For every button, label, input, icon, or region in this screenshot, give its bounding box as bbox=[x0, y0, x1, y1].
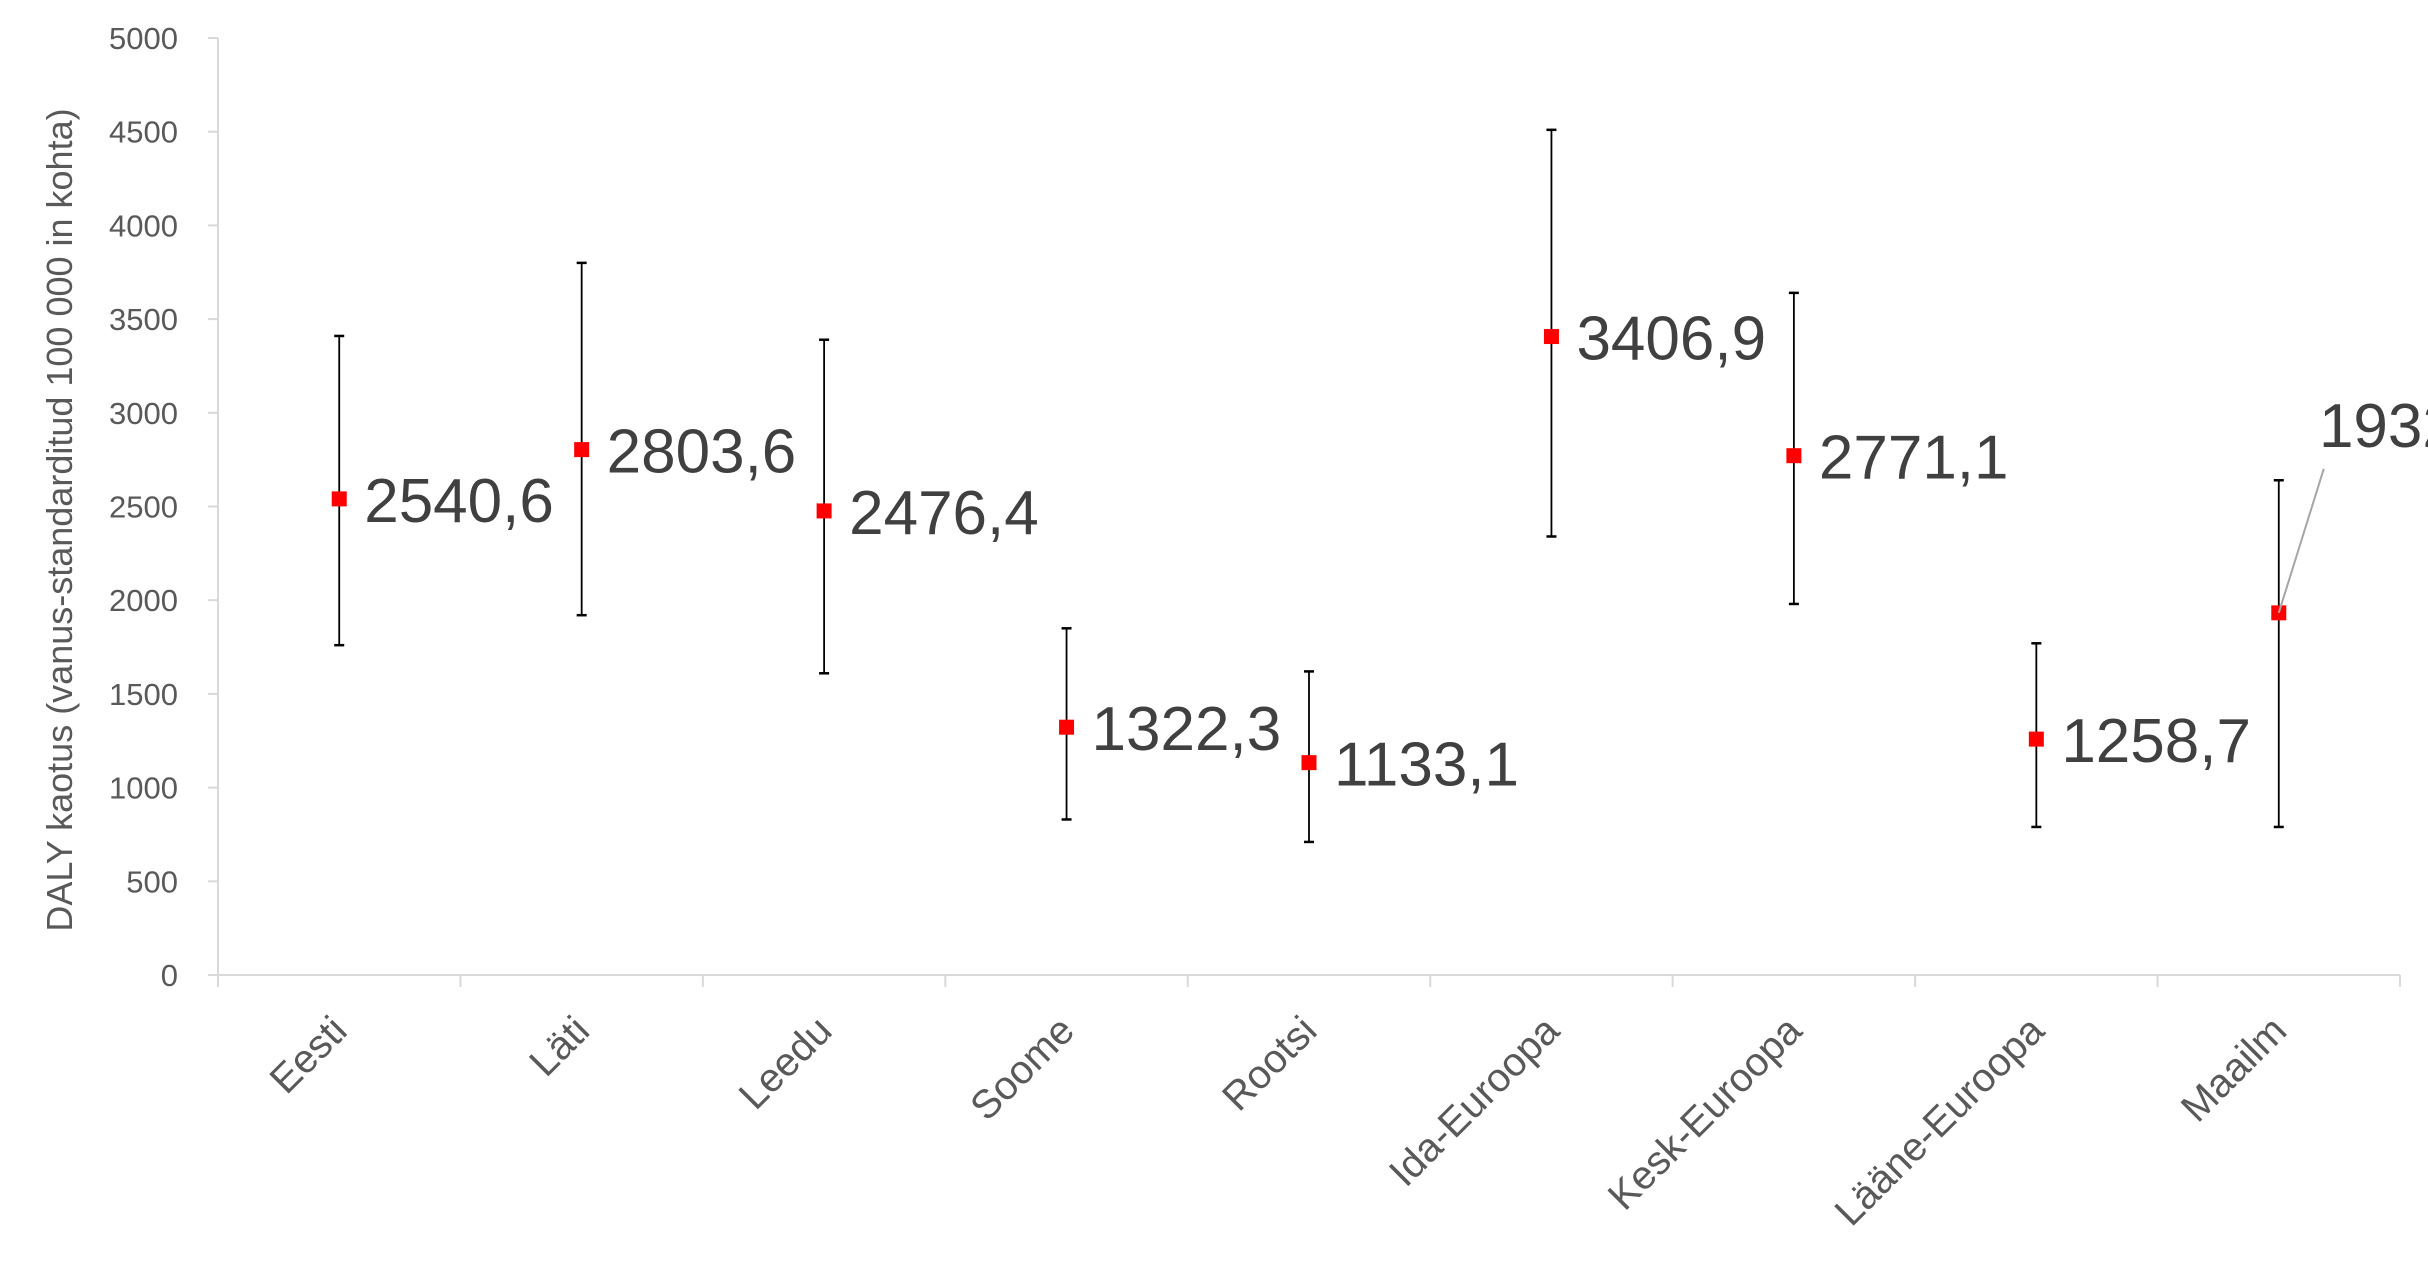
data-point bbox=[1301, 755, 1317, 771]
x-category-label: Leedu bbox=[731, 1008, 841, 1118]
x-category-label: Rootsi bbox=[1214, 1008, 1325, 1119]
data-label: 2771,1 bbox=[1819, 424, 2009, 493]
y-tick-label: 2000 bbox=[109, 583, 178, 618]
data-label: 1258,7 bbox=[2061, 707, 2251, 776]
x-category-label: Kesk-Euroopa bbox=[1600, 1008, 1811, 1219]
data-point bbox=[2028, 731, 2044, 747]
y-axis-title: DALY kaotus (vanus-standarditud 100 000 … bbox=[39, 108, 80, 931]
y-tick-label: 3000 bbox=[109, 396, 178, 431]
data-label: 1932,5 bbox=[2319, 392, 2428, 461]
data-point bbox=[1543, 329, 1559, 345]
y-tick-label: 3500 bbox=[109, 302, 178, 337]
data-point bbox=[331, 491, 347, 507]
y-tick-label: 4000 bbox=[109, 208, 178, 243]
x-axis: Eesti Läti Leedu Soome Rootsi Ida-Euroopa Kesk… bbox=[217, 974, 2401, 1235]
data-label: 1133,1 bbox=[1334, 731, 1519, 800]
data-point bbox=[1059, 719, 1075, 735]
x-category-label: Läti bbox=[521, 1008, 598, 1085]
data-label-leader bbox=[2277, 468, 2325, 614]
y-tick-label: 4500 bbox=[109, 115, 178, 150]
data-label: 2540,6 bbox=[364, 467, 554, 536]
data-point bbox=[816, 503, 832, 519]
data-label: 2803,6 bbox=[607, 418, 797, 487]
x-category-label: Eesti bbox=[262, 1008, 356, 1102]
y-tick-label: 0 bbox=[161, 958, 178, 993]
x-category-label: Ida-Euroopa bbox=[1381, 1008, 1568, 1195]
data-label: 2476,4 bbox=[849, 479, 1039, 548]
data-label: 1322,3 bbox=[1092, 695, 1282, 764]
y-tick-label: 500 bbox=[126, 864, 178, 899]
y-tick-label: 2500 bbox=[109, 490, 178, 525]
data-points bbox=[331, 329, 2287, 771]
y-tick-label: 5000 bbox=[109, 21, 178, 56]
x-category-label: Maailm bbox=[2173, 1008, 2295, 1130]
data-point bbox=[1786, 448, 1802, 464]
y-axis: 0 500 1000 1500 2000 2500 3000 3500 4000 4500 5000 bbox=[109, 21, 219, 993]
data-labels: 2540,6 2803,6 2476,4 1322,3 1133,1 3406,9 2771… bbox=[364, 305, 2428, 800]
y-tick-label: 1000 bbox=[109, 771, 178, 806]
y-tick-label: 1500 bbox=[109, 677, 178, 712]
data-label: 3406,9 bbox=[1576, 305, 1766, 374]
x-category-label: Soome bbox=[962, 1008, 1083, 1129]
x-category-label: Lääne-Euroopa bbox=[1827, 1008, 2054, 1235]
data-point bbox=[574, 442, 590, 458]
